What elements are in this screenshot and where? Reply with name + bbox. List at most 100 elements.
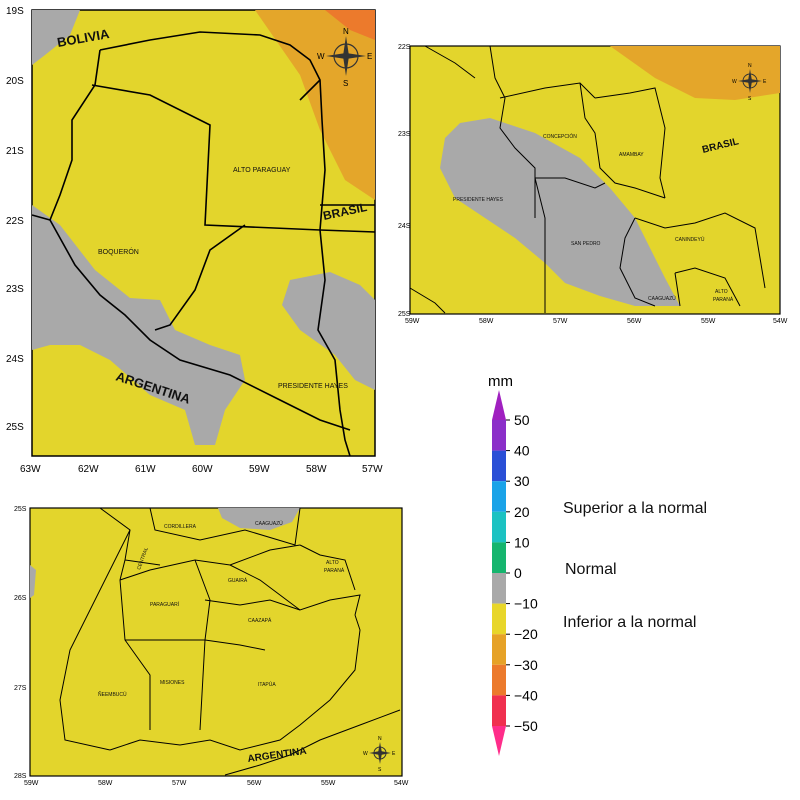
map-south-y-tick: 26S xyxy=(14,595,27,602)
map-south-x-axis: 59W 58W 57W 56W 55W 54W xyxy=(24,780,409,787)
map-east-dry-area xyxy=(610,46,780,100)
map-north-x-tick: 63W xyxy=(20,464,41,475)
map-south-y-tick: 27S xyxy=(14,685,27,692)
colorbar-bin xyxy=(492,511,506,543)
map-east-y-axis: 22S 23S 24S 25S xyxy=(398,44,411,318)
colorbar-bin xyxy=(492,664,506,696)
map-north-y-tick: 20S xyxy=(6,76,24,87)
map-north-y-tick: 24S xyxy=(6,354,24,365)
map-east-label-san-pedro: SAN PEDRO xyxy=(571,241,601,247)
map-east-label-amambay: AMAMBAY xyxy=(619,152,644,158)
map-east: 22S 23S 24S 25S 59W 58W 57W 56W 55W 54W … xyxy=(398,44,788,325)
compass-n: N xyxy=(378,736,382,742)
compass-s: S xyxy=(378,767,382,773)
map-east-x-tick: 57W xyxy=(553,318,568,325)
colorbar-tick-label: −10 xyxy=(514,596,538,612)
compass-e: E xyxy=(367,52,372,61)
map-north-x-tick: 59W xyxy=(249,464,270,475)
compass-e: E xyxy=(392,751,396,757)
map-north: 19S 20S 21S 22S 23S 24S 25S 63W 62W 61W … xyxy=(6,6,383,475)
map-north-y-axis: 19S 20S 21S 22S 23S 24S 25S xyxy=(6,6,24,433)
map-south-x-tick: 56W xyxy=(247,780,262,787)
map-east-x-tick: 54W xyxy=(773,318,788,325)
map-north-y-tick: 25S xyxy=(6,422,24,433)
colorbar-bin xyxy=(492,481,506,512)
map-south-normal-area-top xyxy=(218,508,300,530)
map-south-y-tick: 25S xyxy=(14,506,27,513)
map-east-label-presidente-hayes: PRESIDENTE HAYES xyxy=(453,197,504,203)
map-east-normal-area xyxy=(440,118,680,306)
map-north-compass-icon: N S E W xyxy=(317,27,372,88)
map-south-label-misiones: MISIONES xyxy=(160,680,185,686)
map-south-borders xyxy=(59,507,401,776)
compass-w: W xyxy=(732,79,737,85)
colorbar-tick-label: 40 xyxy=(514,443,530,459)
colorbar: mm 50 40 30 20 10 0 −10 −20 −30 −40 −50 xyxy=(488,373,538,756)
map-north-label-boqueron: BOQUERÓN xyxy=(98,247,139,256)
colorbar-bins xyxy=(492,390,506,756)
map-east-y-tick: 22S xyxy=(398,44,411,51)
colorbar-tick-label: 10 xyxy=(514,534,530,550)
compass-e: E xyxy=(763,79,767,85)
colorbar-bin xyxy=(492,450,506,482)
map-east-x-tick: 56W xyxy=(627,318,642,325)
colorbar-bottom-arrow xyxy=(492,726,506,756)
map-north-label-presidente-hayes: PRESIDENTE HAYES xyxy=(278,383,348,390)
map-east-compass-icon: N S E W xyxy=(732,63,767,102)
map-south-x-tick: 58W xyxy=(98,780,113,787)
map-south-y-tick: 28S xyxy=(14,773,27,780)
colorbar-bin xyxy=(492,603,506,635)
map-south-x-tick: 57W xyxy=(172,780,187,787)
map-north-normal-area-sw xyxy=(32,205,245,445)
colorbar-bin xyxy=(492,695,506,726)
map-north-x-tick: 62W xyxy=(78,464,99,475)
map-south-label-caazapa: CAAZAPÁ xyxy=(248,617,272,624)
map-north-dry-area-30-40 xyxy=(325,10,375,40)
colorbar-unit: mm xyxy=(488,373,513,390)
map-north-x-tick: 60W xyxy=(192,464,213,475)
map-north-y-tick: 23S xyxy=(6,284,24,295)
colorbar-tick-label: −20 xyxy=(514,626,538,642)
compass-w: W xyxy=(317,52,325,61)
legend-inferior: Inferior a la normal xyxy=(563,614,697,631)
map-east-y-tick: 24S xyxy=(398,223,411,230)
map-north-x-tick: 61W xyxy=(135,464,156,475)
map-north-y-tick: 21S xyxy=(6,146,24,157)
map-east-y-tick: 23S xyxy=(398,131,411,138)
map-east-label-concepcion: CONCEPCIÓN xyxy=(543,133,577,140)
map-south-compass-icon: N S E W xyxy=(363,736,396,773)
colorbar-ticks: 50 40 30 20 10 0 −10 −20 −30 −40 −50 xyxy=(506,412,538,734)
map-south-x-tick: 55W xyxy=(321,780,336,787)
compass-n: N xyxy=(748,63,752,69)
colorbar-bin xyxy=(492,573,506,604)
map-south-label-itapua: ITAPÚA xyxy=(258,681,276,688)
map-south-normal-area-left xyxy=(30,565,36,598)
map-south-label-alto-parana: PARANÁ xyxy=(324,567,345,574)
map-east-x-tick: 59W xyxy=(405,318,420,325)
compass-n: N xyxy=(343,27,349,36)
map-south-label-neembucu: ÑEEMBUCÚ xyxy=(98,691,127,698)
compass-w: W xyxy=(363,751,368,757)
colorbar-bin xyxy=(492,634,506,665)
map-east-label-caaguazu: CAAGUAZÚ xyxy=(648,295,676,302)
map-north-normal-area-nw xyxy=(32,10,80,65)
map-east-x-axis: 59W 58W 57W 56W 55W 54W xyxy=(405,318,788,325)
map-north-x-tick: 58W xyxy=(306,464,327,475)
map-north-borders xyxy=(31,31,376,457)
map-north-y-tick: 19S xyxy=(6,6,24,17)
map-south-label-paraguari: PARAGUARÍ xyxy=(150,601,180,608)
legend-normal: Normal xyxy=(565,561,617,578)
map-east-y-tick: 25S xyxy=(398,311,411,318)
map-south-y-axis: 25S 26S 27S 28S xyxy=(14,506,27,780)
map-east-x-tick: 58W xyxy=(479,318,494,325)
colorbar-tick-label: 0 xyxy=(514,565,522,581)
map-south-x-tick: 59W xyxy=(24,780,39,787)
map-north-y-tick: 22S xyxy=(6,216,24,227)
map-north-x-axis: 63W 62W 61W 60W 59W 58W 57W xyxy=(20,464,383,475)
map-north-x-tick: 57W xyxy=(362,464,383,475)
colorbar-tick-label: −40 xyxy=(514,687,538,703)
map-east-x-tick: 55W xyxy=(701,318,716,325)
colorbar-tick-label: 30 xyxy=(514,473,530,489)
colorbar-bin xyxy=(492,420,506,451)
colorbar-tick-label: 20 xyxy=(514,504,530,520)
